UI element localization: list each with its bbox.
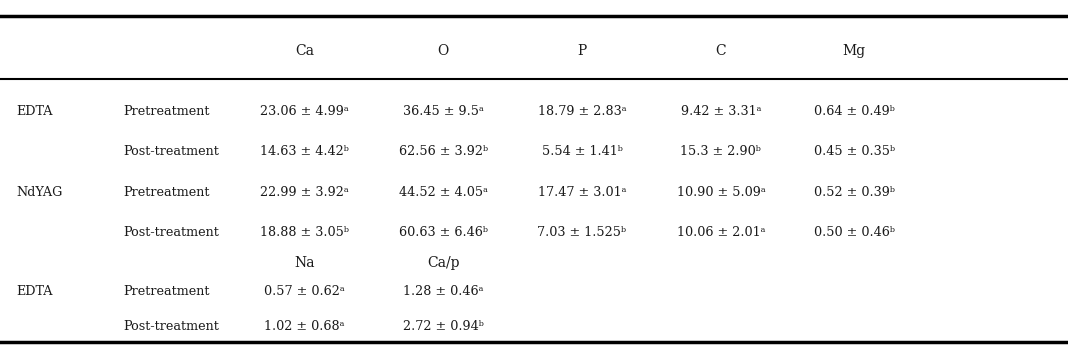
Text: 14.63 ± 4.42ᵇ: 14.63 ± 4.42ᵇ	[260, 145, 349, 158]
Text: 62.56 ± 3.92ᵇ: 62.56 ± 3.92ᵇ	[398, 145, 488, 158]
Text: Pretreatment: Pretreatment	[123, 105, 209, 118]
Text: C: C	[716, 44, 726, 58]
Text: Pretreatment: Pretreatment	[123, 285, 209, 298]
Text: 0.57 ± 0.62ᵃ: 0.57 ± 0.62ᵃ	[264, 285, 345, 298]
Text: 0.64 ± 0.49ᵇ: 0.64 ± 0.49ᵇ	[814, 105, 895, 118]
Text: 17.47 ± 3.01ᵃ: 17.47 ± 3.01ᵃ	[538, 186, 626, 199]
Text: 1.02 ± 0.68ᵃ: 1.02 ± 0.68ᵃ	[264, 320, 345, 333]
Text: 23.06 ± 4.99ᵃ: 23.06 ± 4.99ᵃ	[260, 105, 349, 118]
Text: 10.06 ± 2.01ᵃ: 10.06 ± 2.01ᵃ	[677, 227, 765, 239]
Text: Post-treatment: Post-treatment	[123, 227, 219, 239]
Text: O: O	[438, 44, 449, 58]
Text: 18.79 ± 2.83ᵃ: 18.79 ± 2.83ᵃ	[538, 105, 626, 118]
Text: P: P	[578, 44, 586, 58]
Text: Na: Na	[294, 256, 315, 270]
Text: 10.90 ± 5.09ᵃ: 10.90 ± 5.09ᵃ	[676, 186, 766, 199]
Text: 0.45 ± 0.35ᵇ: 0.45 ± 0.35ᵇ	[814, 145, 895, 158]
Text: 0.50 ± 0.46ᵇ: 0.50 ± 0.46ᵇ	[814, 227, 895, 239]
Text: 2.72 ± 0.94ᵇ: 2.72 ± 0.94ᵇ	[403, 320, 484, 333]
Text: Ca: Ca	[295, 44, 314, 58]
Text: Pretreatment: Pretreatment	[123, 186, 209, 199]
Text: 15.3 ± 2.90ᵇ: 15.3 ± 2.90ᵇ	[680, 145, 761, 158]
Text: EDTA: EDTA	[16, 285, 52, 298]
Text: 36.45 ± 9.5ᵃ: 36.45 ± 9.5ᵃ	[403, 105, 484, 118]
Text: Post-treatment: Post-treatment	[123, 145, 219, 158]
Text: 0.52 ± 0.39ᵇ: 0.52 ± 0.39ᵇ	[814, 186, 895, 199]
Text: 18.88 ± 3.05ᵇ: 18.88 ± 3.05ᵇ	[260, 227, 349, 239]
Text: 9.42 ± 3.31ᵃ: 9.42 ± 3.31ᵃ	[680, 105, 761, 118]
Text: 60.63 ± 6.46ᵇ: 60.63 ± 6.46ᵇ	[398, 227, 488, 239]
Text: Ca/p: Ca/p	[427, 256, 459, 270]
Text: 44.52 ± 4.05ᵃ: 44.52 ± 4.05ᵃ	[398, 186, 488, 199]
Text: 5.54 ± 1.41ᵇ: 5.54 ± 1.41ᵇ	[541, 145, 623, 158]
Text: 22.99 ± 3.92ᵃ: 22.99 ± 3.92ᵃ	[260, 186, 349, 199]
Text: NdYAG: NdYAG	[16, 186, 62, 199]
Text: EDTA: EDTA	[16, 105, 52, 118]
Text: Mg: Mg	[843, 44, 866, 58]
Text: Post-treatment: Post-treatment	[123, 320, 219, 333]
Text: 7.03 ± 1.525ᵇ: 7.03 ± 1.525ᵇ	[537, 227, 627, 239]
Text: 1.28 ± 0.46ᵃ: 1.28 ± 0.46ᵃ	[403, 285, 484, 298]
